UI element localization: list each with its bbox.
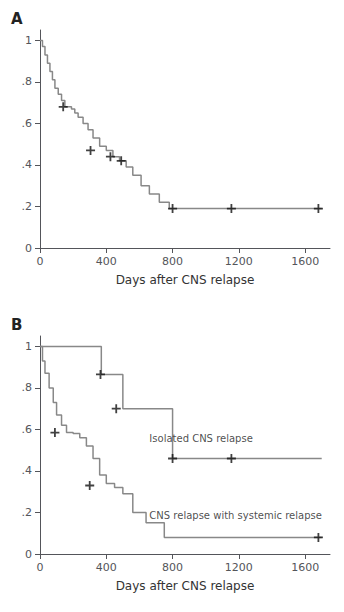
svg-text:.6: .6 [22,423,33,436]
svg-text:.2: .2 [22,200,33,213]
svg-text:0: 0 [25,242,32,255]
svg-text:A: A [11,10,23,28]
svg-text:CNS relapse with systemic rela: CNS relapse with systemic relapse [149,510,322,521]
svg-text:.8: .8 [22,75,33,88]
svg-text:1: 1 [25,34,32,47]
svg-text:0: 0 [25,548,32,561]
svg-text:1200: 1200 [225,255,253,268]
svg-text:400: 400 [96,561,117,574]
svg-text:800: 800 [162,561,183,574]
svg-text:800: 800 [162,255,183,268]
svg-text:.4: .4 [22,464,33,477]
svg-text:1600: 1600 [291,255,319,268]
svg-text:Days after CNS relapse: Days after CNS relapse [116,273,255,287]
svg-text:Days after CNS relapse: Days after CNS relapse [116,579,255,593]
svg-text:.8: .8 [22,381,33,394]
svg-text:Isolated CNS relapse: Isolated CNS relapse [149,433,252,444]
svg-text:400: 400 [96,255,117,268]
svg-text:1200: 1200 [225,561,253,574]
svg-text:.2: .2 [22,506,33,519]
svg-text:1600: 1600 [291,561,319,574]
svg-text:0: 0 [37,255,44,268]
svg-text:.6: .6 [22,117,33,130]
svg-text:.4: .4 [22,158,33,171]
svg-text:0: 0 [37,561,44,574]
svg-text:1: 1 [25,340,32,353]
svg-text:B: B [11,316,22,334]
